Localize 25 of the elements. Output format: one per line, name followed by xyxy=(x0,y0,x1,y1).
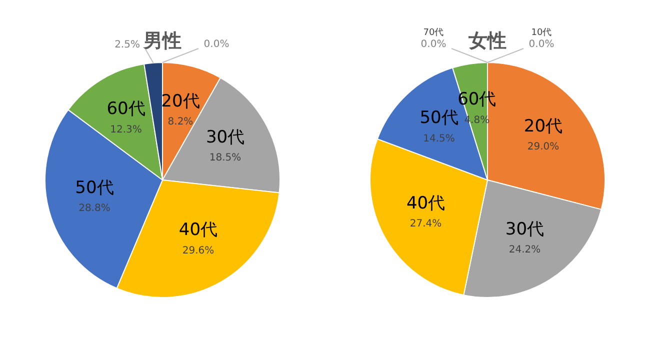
category-label: 10代 xyxy=(531,28,552,38)
data-label: 28.8% xyxy=(78,203,110,214)
slice-label: 60代 xyxy=(106,99,146,120)
slice-label: 50代 xyxy=(420,108,458,128)
data-label: 27.4% xyxy=(410,218,442,230)
data-label: 29.6% xyxy=(182,245,214,256)
text: 0.0% xyxy=(528,39,554,50)
category-label: 70代 xyxy=(423,28,444,38)
chart-title: 女性 xyxy=(468,30,506,52)
data-label: 14.5% xyxy=(423,133,455,144)
data-label: 24.2% xyxy=(508,244,541,256)
text: 0.0% xyxy=(420,39,446,50)
slice-label: 30代 xyxy=(206,127,245,148)
slice-label: 40代 xyxy=(406,194,446,214)
slice-label: 20代 xyxy=(524,116,563,136)
slice-label: 30代 xyxy=(505,219,544,240)
chart-title: 男性 xyxy=(142,30,182,52)
data-label: 2.5% xyxy=(114,39,140,50)
data-label: 18.5% xyxy=(209,152,242,164)
data-label: 12.3% xyxy=(110,124,142,136)
data-label: 29.0% xyxy=(527,141,560,152)
data-label: 8.2% xyxy=(168,116,194,128)
slice-label: 40代 xyxy=(178,220,218,240)
slice-label: 50代 xyxy=(75,178,114,198)
text: 0.0% xyxy=(204,39,230,50)
